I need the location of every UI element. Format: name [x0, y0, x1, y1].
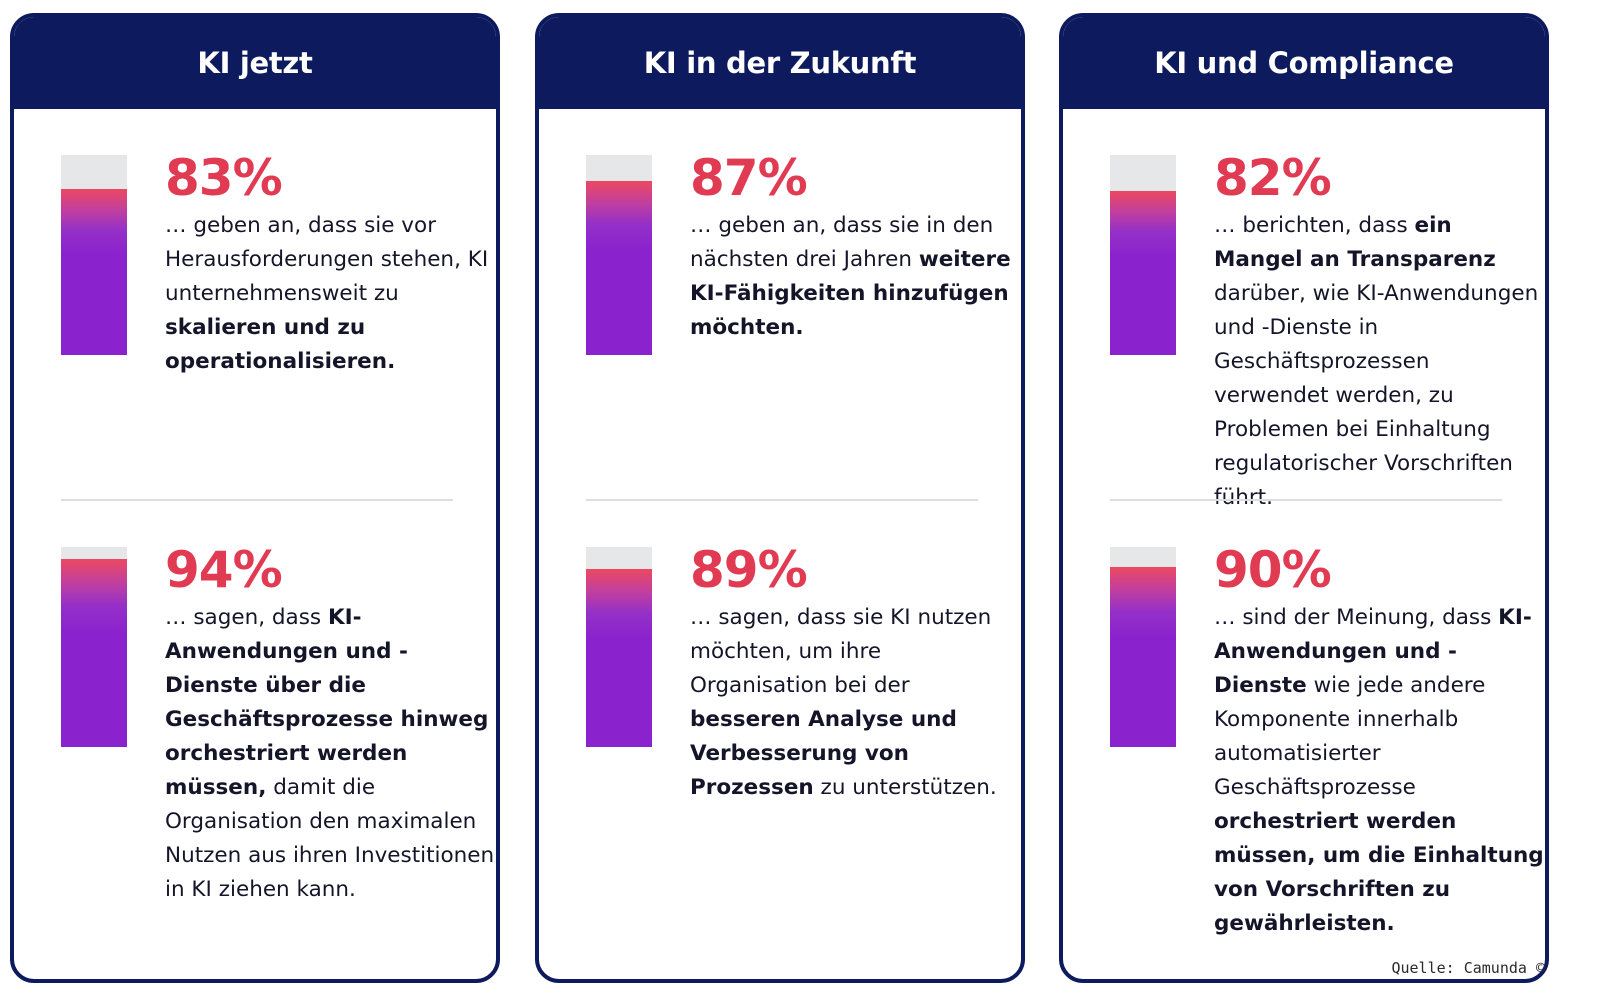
- description-bold: orchestriert werden müssen, um die Einha…: [1214, 809, 1544, 936]
- description-text: zu unterstützen.: [813, 775, 997, 800]
- percent-bar-fill: [61, 189, 127, 355]
- description-text: damit die Organisation den maximalen Nut…: [165, 775, 495, 902]
- percent-bar: [61, 155, 127, 355]
- percent-bar: [586, 547, 652, 747]
- description-bold: KI-Anwendungen und -Dienste über die Ges…: [165, 605, 489, 800]
- description-text: darüber, wie KI-Anwendungen und -Dienste…: [1214, 281, 1539, 510]
- description-text: … sind der Meinung, dass: [1214, 605, 1499, 630]
- percent-bar-fill: [586, 181, 652, 355]
- stat-description: … sind der Meinung, dass KI-Anwendungen …: [1214, 601, 1544, 941]
- divider: [1110, 499, 1502, 501]
- percent-bar-fill: [1110, 191, 1176, 355]
- percent-value: 82%: [1214, 149, 1332, 207]
- description-text: … sagen, dass: [165, 605, 328, 630]
- description-bold: ein Mangel an Transparenz: [1214, 213, 1496, 272]
- description-text: wie jede andere Komponente innerhalb aut…: [1214, 673, 1486, 800]
- percent-value: 94%: [165, 541, 283, 599]
- source-credit: Quelle: Camunda ©: [1391, 959, 1545, 977]
- description-bold: KI-Anwendungen und -Dienste: [1214, 605, 1532, 698]
- divider: [61, 499, 453, 501]
- description-text: … berichten, dass: [1214, 213, 1415, 238]
- description-bold: besseren Analyse und Verbesserung von Pr…: [690, 707, 957, 800]
- percent-bar: [1110, 155, 1176, 355]
- description-bold: weitere KI-Fähigkeiten hinzufügen möchte…: [690, 247, 1011, 340]
- description-bold: skalieren und zu operationalisieren.: [165, 315, 396, 374]
- percent-value: 87%: [690, 149, 808, 207]
- percent-bar-fill: [1110, 567, 1176, 747]
- stat-description: … geben an, dass sie vor Herausforderung…: [165, 209, 495, 379]
- panel-title: KI in der Zukunft: [539, 17, 1021, 109]
- description-text: … geben an, dass sie in den nächsten dre…: [690, 213, 994, 272]
- percent-value: 90%: [1214, 541, 1332, 599]
- percent-bar: [1110, 547, 1176, 747]
- panel-title: KI jetzt: [14, 17, 496, 109]
- percent-bar: [61, 547, 127, 747]
- percent-bar: [586, 155, 652, 355]
- stat-description: … geben an, dass sie in den nächsten dre…: [690, 209, 1020, 345]
- panel-ki-compliance: KI und Compliance 82%… berichten, dass ei…: [1059, 13, 1549, 983]
- percent-value: 89%: [690, 541, 808, 599]
- stat-description: … berichten, dass ein Mangel an Transpar…: [1214, 209, 1544, 515]
- percent-bar-fill: [586, 569, 652, 747]
- divider: [586, 499, 978, 501]
- stat-description: … sagen, dass KI-Anwendungen und -Dienst…: [165, 601, 495, 907]
- percent-bar-fill: [61, 559, 127, 747]
- panel-ki-jetzt: KI jetzt 83% … geben an, dass sie vor Hera…: [10, 13, 500, 983]
- description-text: … sagen, dass sie KI nutzen möchten, um …: [690, 605, 992, 698]
- panel-title: KI und Compliance: [1063, 17, 1545, 109]
- description-text: … geben an, dass sie vor Herausforderung…: [165, 213, 489, 306]
- stat-description: … sagen, dass sie KI nutzen möchten, um …: [690, 601, 1020, 805]
- panel-ki-zukunft: KI in der Zukunft 87% … geben an, dass sie…: [535, 13, 1025, 983]
- percent-value: 83%: [165, 149, 283, 207]
